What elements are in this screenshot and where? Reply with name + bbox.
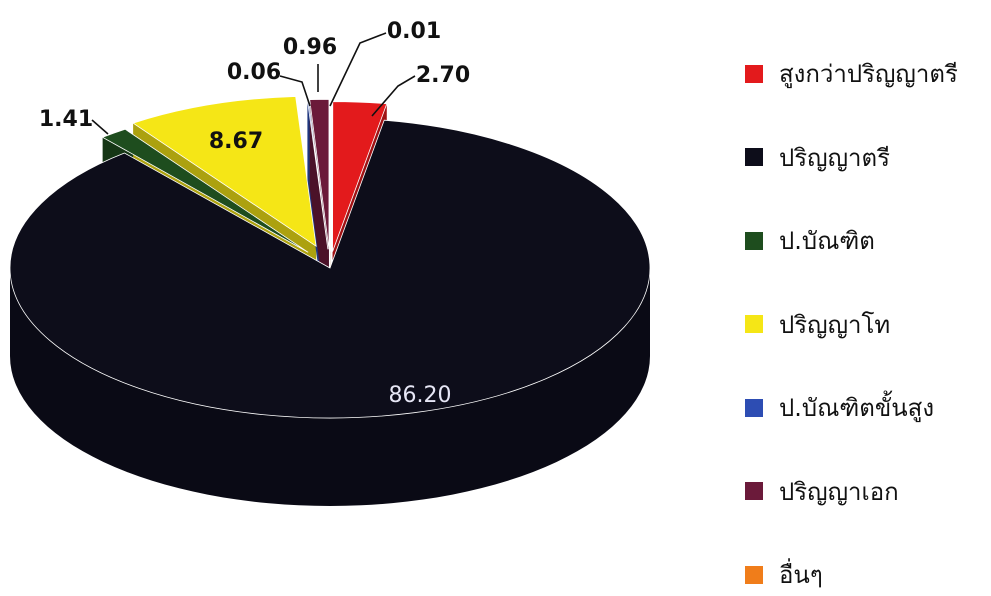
legend-item: ป.บัณฑิต: [745, 219, 985, 262]
legend-label: ปริญญาโท: [779, 305, 890, 344]
data-label: 8.67: [209, 129, 263, 154]
leader-line: [92, 120, 108, 134]
legend-swatch: [745, 315, 763, 333]
leader-line: [330, 33, 386, 106]
legend-label: สูงกว่าปริญญาตรี: [779, 54, 958, 93]
data-label: 0.96: [283, 35, 337, 60]
legend-swatch: [745, 566, 763, 584]
legend-swatch: [745, 232, 763, 250]
legend-item: สูงกว่าปริญญาตรี: [745, 52, 985, 95]
legend-item: ป.บัณฑิตขั้นสูง: [745, 386, 985, 429]
legend: สูงกว่าปริญญาตรี ปริญญาตรี ป.บัณฑิต ปริญ…: [745, 52, 985, 596]
pie-chart: 0.01 2.70 86.20 1.41 8.67 0.060.96: [0, 0, 740, 587]
legend-swatch: [745, 399, 763, 417]
legend-label: ปริญญาตรี: [779, 138, 890, 177]
legend-item: ปริญญาโท: [745, 303, 985, 346]
legend-item: อื่นๆ: [745, 553, 985, 596]
legend-label: ป.บัณฑิตขั้นสูง: [779, 388, 934, 427]
legend-swatch: [745, 65, 763, 83]
legend-label: ป.บัณฑิต: [779, 221, 875, 260]
data-label: 86.20: [389, 383, 452, 408]
legend-swatch: [745, 148, 763, 166]
data-label: 0.01: [387, 19, 441, 44]
legend-swatch: [745, 482, 763, 500]
legend-label: อื่นๆ: [779, 555, 823, 594]
legend-label: ปริญญาเอก: [779, 472, 899, 511]
legend-item: ปริญญาตรี: [745, 136, 985, 179]
legend-item: ปริญญาเอก: [745, 470, 985, 513]
data-label: 0.06: [227, 60, 281, 85]
data-label: 2.70: [416, 63, 470, 88]
data-label: 1.41: [39, 107, 93, 132]
